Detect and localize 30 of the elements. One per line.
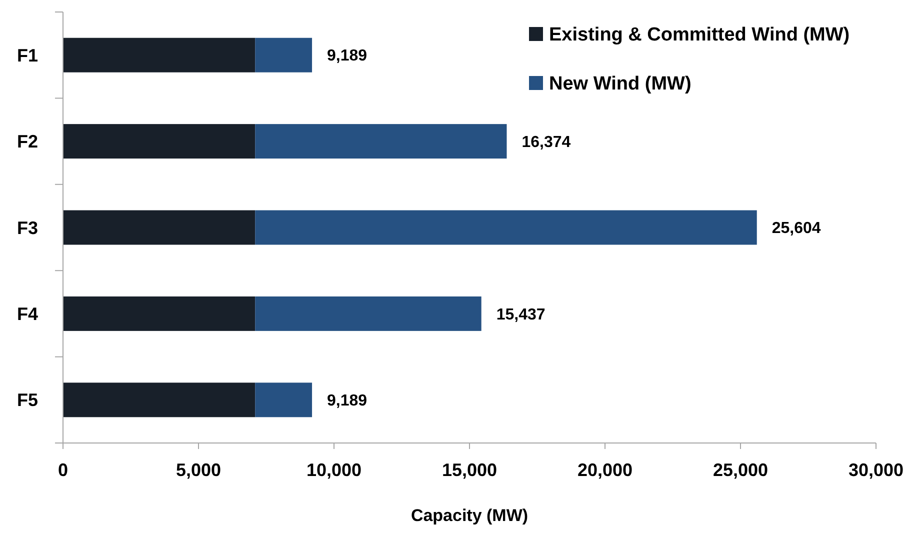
x-tick-label: 25,000 xyxy=(712,460,768,480)
bar xyxy=(255,296,482,331)
bar xyxy=(63,124,256,159)
y-tick-label: F1 xyxy=(16,45,38,66)
bar xyxy=(255,382,312,418)
x-tick-label: 15,000 xyxy=(442,460,498,480)
bar xyxy=(255,210,757,245)
bar xyxy=(63,382,256,418)
x-axis-title: Capacity (MW) xyxy=(410,506,528,525)
y-tick-label: F4 xyxy=(16,304,38,324)
total-label: 9,189 xyxy=(327,48,368,65)
bar xyxy=(63,38,256,72)
legend-label: New Wind (MW) xyxy=(549,74,692,95)
total-label: 9,189 xyxy=(327,392,368,410)
y-tick-label: F5 xyxy=(16,390,38,410)
bar xyxy=(63,296,256,331)
x-tick-label: 5,000 xyxy=(176,460,222,480)
x-tick-label: 0 xyxy=(58,460,68,480)
total-label: 25,604 xyxy=(772,220,821,238)
total-label: 16,374 xyxy=(522,134,571,151)
bar xyxy=(255,124,507,159)
legend-label: Existing & Committed Wind (MW) xyxy=(549,24,850,46)
x-tick-label: 10,000 xyxy=(306,460,362,480)
total-label: 15,437 xyxy=(496,306,546,324)
x-tick-label: 30,000 xyxy=(848,460,904,480)
y-tick-label: F3 xyxy=(16,218,38,238)
bar xyxy=(255,38,312,72)
bar xyxy=(63,210,256,245)
x-tick-label: 20,000 xyxy=(577,460,633,480)
y-tick-label: F2 xyxy=(16,132,38,152)
